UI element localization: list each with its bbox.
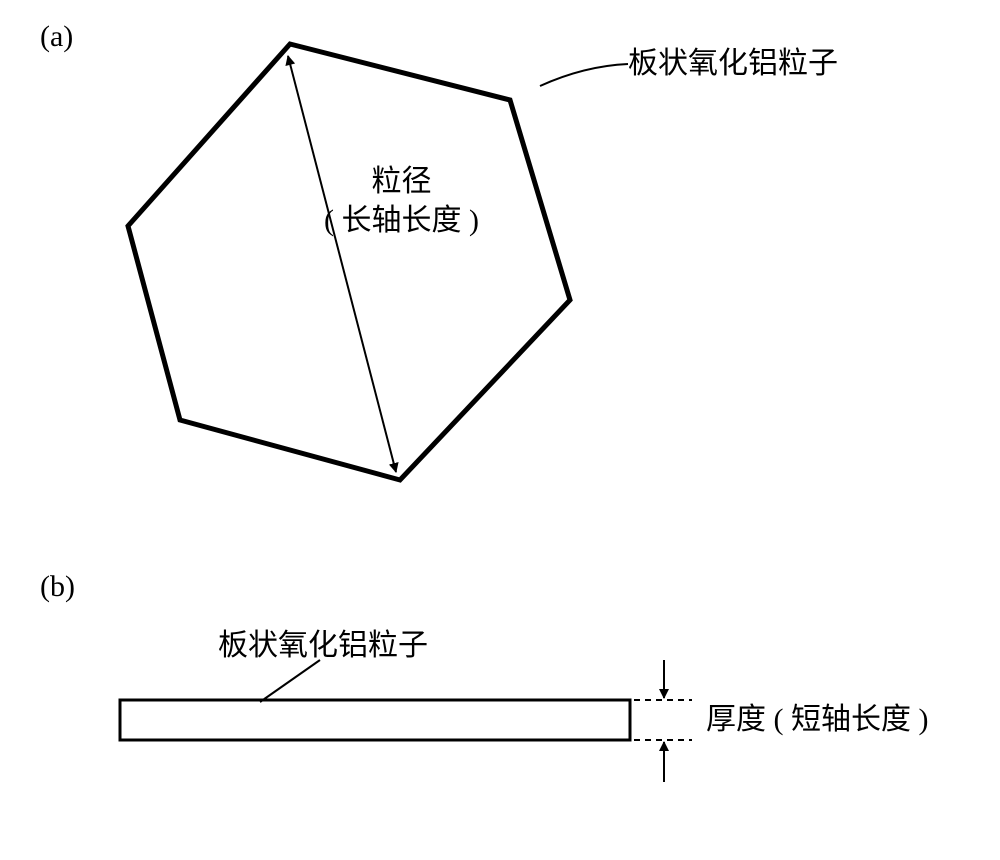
diameter-annotation: 粒径 ( 长轴长度 ) bbox=[324, 162, 479, 240]
particle-annotation-a: 板状氧化铝粒子 bbox=[628, 44, 838, 83]
diameter-line2: ( 长轴长度 ) bbox=[324, 201, 479, 240]
leader-b bbox=[260, 660, 320, 702]
diameter-line1: 粒径 bbox=[324, 162, 479, 201]
plate-side-view bbox=[120, 700, 630, 740]
diameter-arrow bbox=[288, 56, 396, 472]
hexagon-particle bbox=[128, 44, 570, 480]
particle-annotation-b: 板状氧化铝粒子 bbox=[218, 626, 428, 665]
subfigure-b-label: (b) bbox=[40, 570, 75, 604]
figure-container: (a) 板状氧化铝粒子 粒径 ( 长轴长度 ) (b) 板状氧化铝粒子 厚度 (… bbox=[0, 0, 1000, 860]
thickness-annotation: 厚度 ( 短轴长度 ) bbox=[706, 700, 928, 739]
subfigure-a-label: (a) bbox=[40, 20, 73, 54]
leader-a bbox=[540, 64, 628, 86]
